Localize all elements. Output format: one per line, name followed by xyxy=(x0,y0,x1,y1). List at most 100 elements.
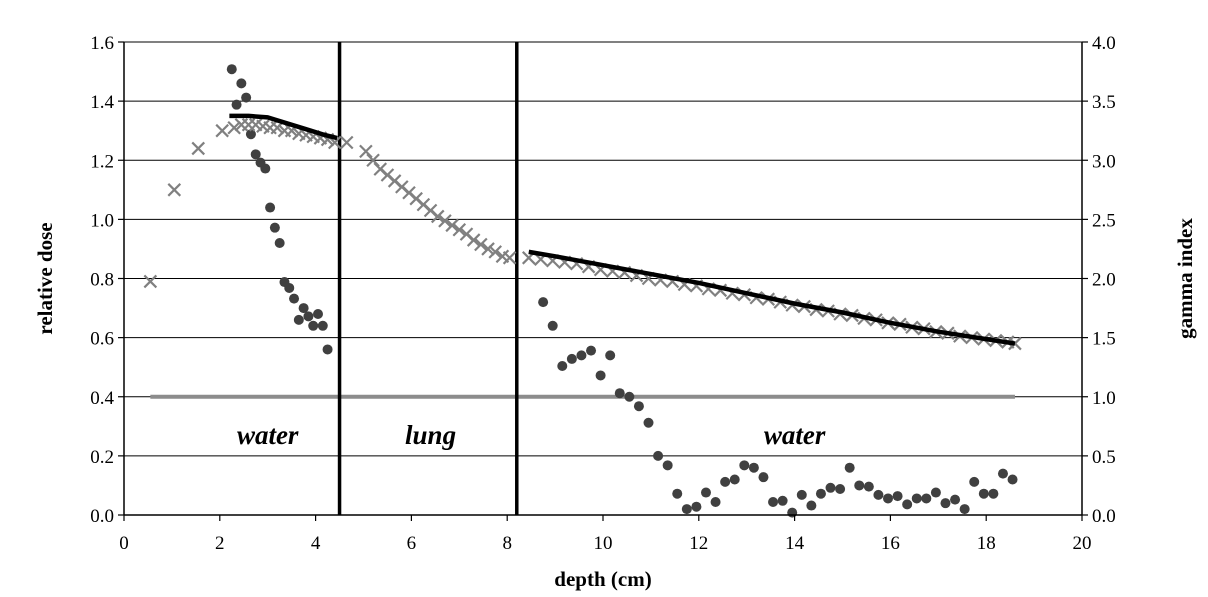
x-tick-label: 12 xyxy=(689,533,708,554)
dose-x-marker xyxy=(452,222,467,237)
gamma-point xyxy=(595,370,606,381)
gamma-point xyxy=(777,495,788,506)
x-tick-label: 20 xyxy=(1073,533,1092,554)
gamma-point xyxy=(538,297,549,308)
gamma-point xyxy=(269,222,280,233)
gamma-index-points xyxy=(226,64,1018,518)
gamma-point xyxy=(844,462,855,473)
x-tick-label: 8 xyxy=(502,533,512,554)
gamma-point xyxy=(672,488,683,499)
gamma-point xyxy=(241,92,252,103)
y-tick-label: 1.0 xyxy=(90,210,114,231)
gamma-point xyxy=(739,460,750,471)
dose-x-marker xyxy=(1008,336,1022,351)
gamma-point xyxy=(566,353,577,364)
dose-x-marker xyxy=(227,120,241,135)
gamma-point xyxy=(825,482,836,493)
gamma-point xyxy=(729,474,740,485)
gamma-point xyxy=(815,488,826,499)
gamma-point xyxy=(260,163,271,174)
dose-x-marker xyxy=(488,245,503,259)
y-tick-label: 1.4 xyxy=(90,92,114,113)
gamma-point xyxy=(873,489,884,500)
gamma-point xyxy=(293,314,304,325)
gamma-point xyxy=(557,361,568,372)
y-tick-label: 0.4 xyxy=(90,388,114,409)
x-axis-title: depth (cm) xyxy=(554,567,651,591)
region-label: water xyxy=(237,420,299,450)
dose-x-marker xyxy=(167,183,182,197)
region-label: lung xyxy=(405,420,456,450)
dose-x-marker xyxy=(339,135,354,150)
y-axis-title: relative dose xyxy=(33,222,57,334)
gamma-point xyxy=(624,391,635,402)
dose-x-marker xyxy=(474,237,488,252)
gamma-point xyxy=(289,293,300,304)
y2-tick-label: 2.0 xyxy=(1092,270,1116,291)
gamma-point xyxy=(997,468,1008,479)
gamma-point xyxy=(236,78,247,89)
gamma-point xyxy=(796,489,807,500)
x-tick-label: 4 xyxy=(311,533,321,554)
dose-x-marker xyxy=(466,233,481,247)
gamma-point xyxy=(978,488,989,499)
gamma-point xyxy=(720,476,731,487)
gamma-point xyxy=(988,488,999,499)
x-tick-label: 6 xyxy=(407,533,417,554)
y-tick-label: 1.2 xyxy=(90,151,114,172)
gamma-point xyxy=(662,460,673,471)
y2-tick-label: 2.5 xyxy=(1092,210,1116,231)
gamma-point xyxy=(586,345,597,356)
y2-tick-label: 3.0 xyxy=(1092,151,1116,172)
gamma-point xyxy=(284,282,295,293)
region-labels: water lung water xyxy=(237,420,826,450)
gamma-point xyxy=(787,507,798,518)
x-tick-label: 14 xyxy=(785,533,805,554)
gamma-point xyxy=(614,388,625,399)
gamma-point xyxy=(312,308,323,319)
gamma-point xyxy=(940,498,951,509)
gamma-point xyxy=(633,401,644,412)
gamma-point xyxy=(231,99,242,110)
x-tick-label: 16 xyxy=(881,533,900,554)
x-tick-label: 2 xyxy=(215,533,225,554)
gamma-point xyxy=(950,494,961,505)
gamma-point xyxy=(1007,474,1018,485)
gamma-point xyxy=(226,64,237,75)
gamma-point xyxy=(835,483,846,494)
y2-tick-label: 3.5 xyxy=(1092,92,1116,113)
y2-tick-label: 0.5 xyxy=(1092,447,1116,468)
dose-x-marker xyxy=(445,218,459,233)
relative-dose-x-markers xyxy=(143,117,1022,351)
gamma-point xyxy=(250,149,261,160)
x-tick-label: 0 xyxy=(119,533,129,554)
tick-labels: 0 2 4 6 8 10 12 14 16 18 200.00.20.40.60.81.01.21.… xyxy=(90,33,1116,554)
gamma-point xyxy=(322,344,333,355)
dose-x-marker xyxy=(481,242,495,256)
dose-x-marker xyxy=(366,153,380,168)
region-boundaries xyxy=(337,42,519,515)
region-label: water xyxy=(764,420,826,450)
gamma-point xyxy=(547,320,558,331)
gamma-point xyxy=(653,450,664,461)
x-tick-label: 10 xyxy=(594,533,613,554)
dose-x-marker xyxy=(502,251,517,265)
dose-x-marker xyxy=(191,141,206,156)
gamma-point xyxy=(854,480,865,491)
dose-line-segment xyxy=(528,249,1016,346)
y-tick-label: 0.8 xyxy=(90,270,114,291)
gamma-point xyxy=(576,350,587,361)
gamma-point xyxy=(303,311,314,322)
y2-tick-label: 0.0 xyxy=(1092,506,1116,527)
y-tick-label: 0.6 xyxy=(90,329,114,350)
gamma-point xyxy=(863,481,874,492)
y-tick-label: 0.0 xyxy=(90,506,114,527)
gamma-point xyxy=(911,493,922,504)
gamma-point xyxy=(265,202,276,213)
gamma-point xyxy=(768,496,779,507)
gamma-point xyxy=(758,472,769,483)
dose-x-marker xyxy=(143,274,158,289)
gamma-point xyxy=(930,487,941,498)
gamma-point xyxy=(298,303,309,314)
